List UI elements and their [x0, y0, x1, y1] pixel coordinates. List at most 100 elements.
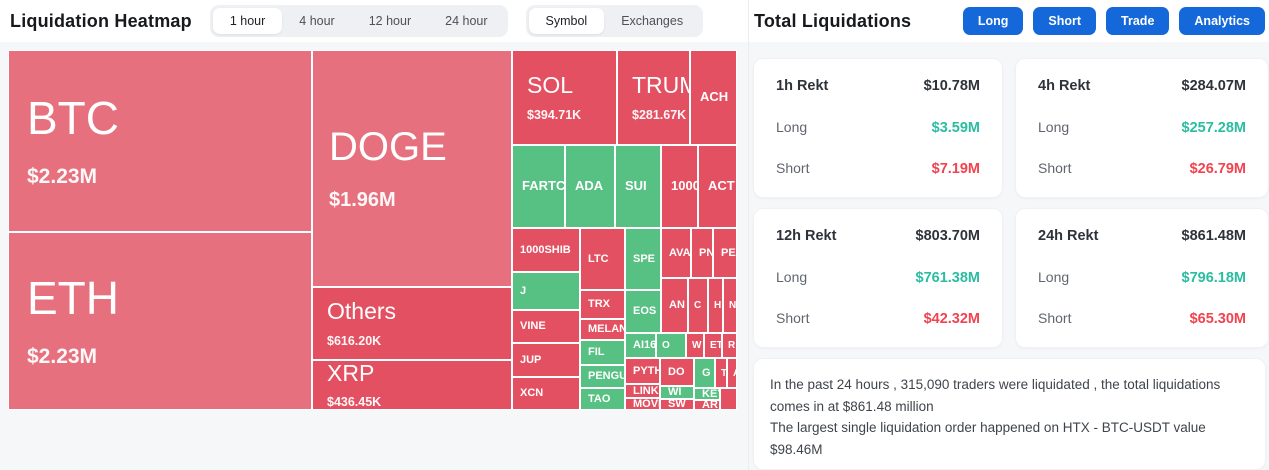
treemap-cell-w[interactable]: W	[686, 333, 704, 358]
treemap-cell-n[interactable]: N	[723, 278, 737, 333]
short-label: Short	[776, 160, 810, 176]
treemap-cell-do[interactable]: DO	[660, 358, 694, 386]
cell-symbol: ACH	[700, 89, 729, 105]
short-label: Short	[1038, 160, 1072, 176]
treemap-cell-t[interactable]: T	[715, 358, 727, 388]
card-title: 4h Rekt	[1038, 78, 1091, 94]
time-filter-12-hour[interactable]: 12 hour	[368, 14, 412, 28]
cell-symbol: PN	[699, 246, 713, 259]
nav-button-group: Long Short Trade Analytics	[962, 7, 1265, 35]
heatmap-title: Liquidation Heatmap	[10, 10, 192, 31]
liquidation-treemap: BTC $2.23M ETH $2.23M DOGE $1.96M Others $616.2…	[8, 50, 737, 410]
cell-symbol: ADA	[575, 178, 604, 194]
treemap-cell-move[interactable]: MOVE	[625, 398, 660, 410]
treemap-cell-et[interactable]: ET	[704, 333, 722, 358]
treemap-cell-1000shib[interactable]: 1000SHIB	[512, 228, 580, 272]
treemap-cell-sol[interactable]: SOL $394.71K	[512, 50, 617, 145]
cell-value: $1.96M	[329, 189, 396, 211]
card-total-value: $284.07M	[1181, 78, 1247, 94]
treemap-cell-ltc[interactable]: LTC	[580, 228, 625, 290]
cell-symbol: R	[728, 340, 736, 351]
treemap-cell-others[interactable]: Others $616.20K	[312, 287, 512, 360]
cell-symbol: 1000SHIB	[520, 243, 571, 256]
treemap-cell-avax[interactable]: AVAX	[661, 228, 691, 278]
treemap-cell-g[interactable]: G	[694, 358, 715, 388]
treemap-cell-eth[interactable]: ETH $2.23M	[8, 232, 312, 410]
treemap-cell-spe[interactable]: SPE	[625, 228, 661, 290]
short-value: $42.32M	[923, 311, 980, 327]
treemap-cell-ada[interactable]: ADA	[565, 145, 615, 228]
cell-symbol: O	[662, 340, 670, 351]
treemap-cell-pengu[interactable]: PENGU	[580, 365, 625, 388]
nav-button-long[interactable]: Long	[962, 7, 1024, 35]
view-toggle-exchanges[interactable]: Exchanges	[621, 14, 684, 28]
treemap-cell-ai16z[interactable]: AI16Z	[625, 333, 656, 358]
time-filter-4-hour[interactable]: 4 hour	[299, 14, 335, 28]
cell-value: $616.20K	[327, 333, 382, 348]
treemap-cell-pyth[interactable]: PYTH	[625, 358, 660, 384]
treemap-cell-xcn[interactable]: XCN	[512, 377, 580, 410]
treemap-cell-sui[interactable]: SUI	[615, 145, 661, 228]
treemap-cell-sw[interactable]: SW	[660, 399, 694, 410]
treemap-cell-fil[interactable]: FIL	[580, 340, 625, 365]
treemap-cell-tao[interactable]: TAO	[580, 388, 625, 410]
treemap-cell-wi[interactable]: WI	[660, 386, 694, 399]
treemap-cell-j[interactable]: J	[512, 272, 580, 310]
treemap-cell-ach[interactable]: ACH	[690, 50, 737, 145]
cell-symbol: 1000P	[671, 178, 697, 194]
rekt-card-12h: 12h Rekt $803.70M Long $761.38M Short $4…	[753, 208, 1003, 348]
treemap-cell-vine[interactable]: VINE	[512, 310, 580, 343]
treemap-cell-btc[interactable]: BTC $2.23M	[8, 50, 312, 232]
treemap-cell-h[interactable]: H	[708, 278, 723, 333]
cell-symbol: PENGU	[588, 370, 625, 383]
time-filter-1-hour[interactable]: 1 hour	[212, 8, 283, 34]
time-filter-24-hour[interactable]: 24 hour	[445, 14, 488, 28]
cell-symbol: TAO	[588, 392, 611, 405]
treemap-cell-an[interactable]: AN	[661, 278, 688, 333]
cell-symbol: MOVE	[633, 398, 659, 410]
treemap-cell-a[interactable]: A	[727, 358, 737, 388]
total-liquidations-header: Total Liquidations Long Short Trade Analyti…	[749, 0, 1269, 42]
cell-value: $436.45K	[327, 395, 382, 410]
treemap-cell-pn[interactable]: PN	[691, 228, 713, 278]
treemap-cell-xrp[interactable]: XRP $436.45K	[312, 360, 512, 410]
treemap-cell-link[interactable]: LINK	[625, 384, 660, 398]
treemap-cell-1000p[interactable]: 1000P	[661, 145, 698, 228]
cell-symbol: Others	[327, 298, 397, 325]
cell-value: $2.23M	[27, 165, 98, 189]
treemap-cell-act[interactable]: ACT	[698, 145, 737, 228]
treemap-cell-r[interactable]: R	[722, 333, 737, 358]
short-label: Short	[776, 310, 810, 326]
heatmap-header: Liquidation Heatmap 1 hour 4 hour 12 hour 2…	[0, 0, 748, 42]
treemap-cell-trx[interactable]: TRX	[580, 290, 625, 319]
cell-symbol: XRP	[327, 360, 375, 386]
cell-symbol: BTC	[27, 91, 119, 144]
view-toggle-symbol[interactable]: Symbol	[528, 8, 605, 34]
treemap-cell-o[interactable]: O	[656, 333, 686, 358]
treemap-cell-fartcoin[interactable]: FARTCOIN	[512, 145, 565, 228]
treemap-cell-c[interactable]: C	[688, 278, 708, 333]
treemap-cell-pepe[interactable]: PEPE	[713, 228, 737, 278]
cell-symbol: A	[733, 368, 736, 379]
treemap-cell-jup[interactable]: JUP	[512, 343, 580, 377]
treemap-cell-blank[interactable]	[720, 388, 737, 410]
treemap-cell-ar[interactable]: AR	[694, 400, 720, 410]
card-total-value: $10.78M	[923, 78, 980, 94]
cell-symbol: ETH	[27, 271, 119, 324]
nav-button-trade[interactable]: Trade	[1106, 7, 1170, 35]
treemap-cell-trump[interactable]: TRUMP $281.67K	[617, 50, 690, 145]
total-liquidations-panel: Total Liquidations Long Short Trade Analyti…	[748, 0, 1269, 470]
cell-symbol: AI16Z	[633, 339, 656, 352]
view-toggle-group: Symbol Exchanges	[525, 5, 704, 37]
treemap-cell-eos[interactable]: EOS	[625, 290, 661, 333]
treemap-cell-melania[interactable]: MELANIA	[580, 319, 625, 340]
cell-value: $394.71K	[527, 107, 582, 122]
cell-value: $281.67K	[632, 107, 687, 122]
cell-symbol: TRUMP	[632, 72, 689, 99]
nav-button-short[interactable]: Short	[1033, 7, 1097, 35]
treemap-cell-key[interactable]: KEY	[694, 388, 720, 400]
treemap-cell-doge[interactable]: DOGE $1.96M	[312, 50, 512, 287]
cell-symbol: H	[714, 300, 722, 311]
nav-button-analytics[interactable]: Analytics	[1179, 7, 1265, 35]
